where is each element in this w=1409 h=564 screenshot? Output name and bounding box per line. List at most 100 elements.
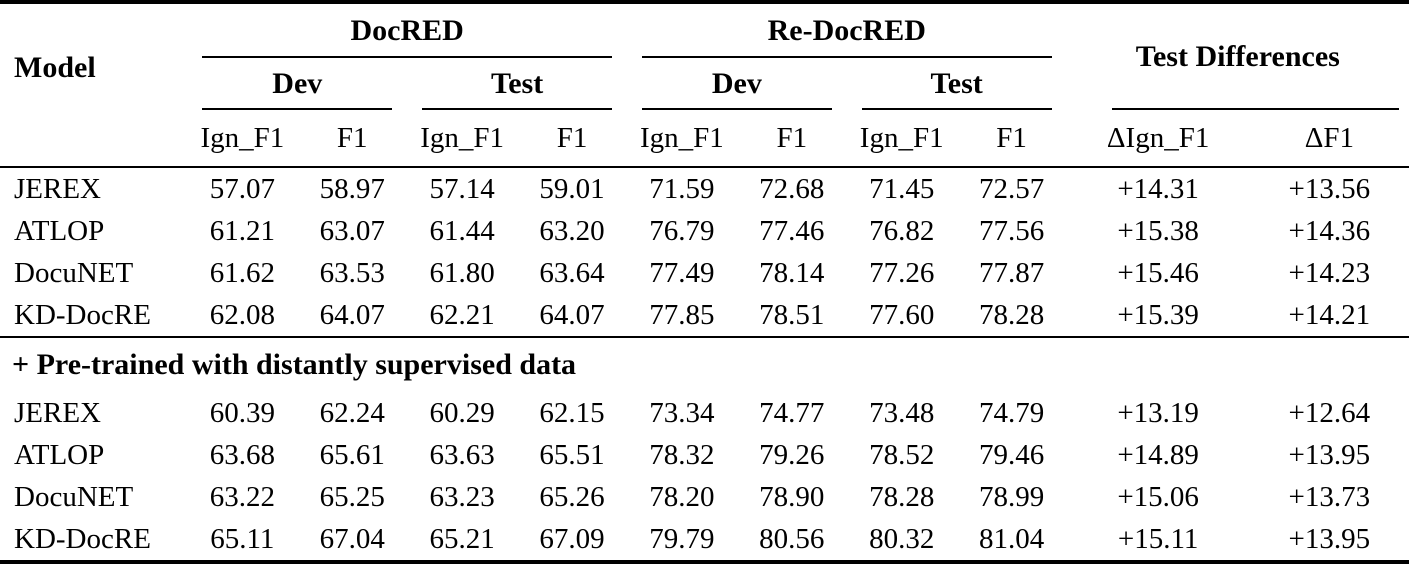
value-cell: 76.79 [649,214,715,247]
value-cell: 78.28 [956,294,1067,338]
subgroup-header-re-docred-test: Test [847,58,1067,110]
value-cell: 72.57 [978,172,1045,205]
value-cell: 62.15 [539,396,605,429]
value-cell: 63.22 [209,480,275,513]
value-cell: 78.99 [978,480,1045,513]
value-cell: 78.14 [759,256,825,289]
table-row-jerex: JEREX 57.07 58.97 57.14 59.01 71.59 72.6… [0,167,1409,210]
table-row-docunet-pretrained: DocuNET 63.22 65.25 63.23 65.26 78.20 78… [0,476,1409,518]
table-row-kd-docre-pretrained: KD-DocRE 65.11 67.04 65.21 67.09 79.79 8… [0,518,1409,562]
value-cell: 63.07 [319,214,385,247]
value-cell: +15.38 [1117,214,1199,247]
value-cell: +13.73 [1288,480,1371,513]
model-cell: ATLOP [14,438,105,471]
value-cell: 77.46 [759,214,825,247]
subgroup-header-re-docred-dev: Dev [627,58,847,110]
value-cell: 65.21 [429,522,495,555]
value-cell: 72.68 [759,172,825,205]
value-cell: 65.51 [539,438,605,471]
value-cell: 63.20 [539,214,605,247]
value-cell: 62.08 [187,294,298,338]
value-cell: 60.29 [429,396,495,429]
model-cell: KD-DocRE [0,294,188,338]
value-cell: 77.56 [978,214,1045,247]
value-cell: 61.62 [209,256,275,289]
value-cell: 65.25 [319,480,385,513]
value-cell: 67.09 [539,522,605,555]
model-cell: JEREX [14,172,101,205]
value-cell: 60.39 [209,396,275,429]
value-cell: 62.21 [407,294,518,338]
value-cell: 80.56 [759,522,825,555]
metric-header-delta-f1: ΔF1 [1249,110,1409,168]
metric-header-re-docred-test-ign-f1: Ign_F1 [846,110,957,168]
value-cell: 71.59 [649,172,715,205]
value-cell: 57.14 [429,172,495,205]
value-cell: 77.85 [626,294,737,338]
value-cell: 80.32 [869,522,935,555]
value-cell: 61.44 [429,214,495,247]
value-cell: 78.32 [649,438,715,471]
metric-header-docred-dev-ign-f1: Ign_F1 [187,110,298,168]
value-cell: 65.61 [319,438,385,471]
value-cell: +13.56 [1288,172,1371,205]
table-header: Model DocRED Re-DocRED Test Differences … [0,2,1409,168]
value-cell: 59.01 [539,172,605,205]
value-cell: 74.79 [978,396,1045,429]
value-cell: 77.87 [978,256,1045,289]
value-cell: 63.23 [429,480,495,513]
value-cell: +15.46 [1117,256,1199,289]
group-header-re-docred: Re-DocRED [627,2,1067,58]
value-cell: 77.26 [869,256,935,289]
table-body: JEREX 57.07 58.97 57.14 59.01 71.59 72.6… [0,167,1409,562]
value-cell: +14.23 [1288,256,1371,289]
value-cell: 78.51 [736,294,847,338]
value-cell: 63.63 [429,438,495,471]
metric-header-re-docred-test-f1: F1 [956,110,1067,168]
value-cell: 57.07 [209,172,275,205]
value-cell: 76.82 [869,214,935,247]
value-cell: 78.52 [869,438,935,471]
value-cell: +14.89 [1117,438,1199,471]
value-cell: 78.20 [649,480,715,513]
model-cell: ATLOP [14,214,105,247]
value-cell: 61.21 [209,214,275,247]
value-cell: 79.46 [978,438,1045,471]
value-cell: 79.26 [759,438,825,471]
value-cell: 62.24 [319,396,385,429]
table-row-jerex-pretrained: JEREX 60.39 62.24 60.29 62.15 73.34 74.7… [0,392,1409,434]
model-column-header: Model [0,2,188,168]
value-cell: 64.07 [517,294,627,338]
model-cell: JEREX [14,396,101,429]
value-cell: 77.49 [649,256,715,289]
value-cell: +13.19 [1117,396,1199,429]
value-cell: +13.95 [1288,522,1371,555]
metric-header-row: Ign_F1 F1 Ign_F1 F1 Ign_F1 F1 Ign_F1 F1 … [0,110,1409,168]
metric-header-re-docred-dev-f1: F1 [736,110,847,168]
value-cell: +13.95 [1288,438,1371,471]
value-cell: 79.79 [649,522,715,555]
value-cell: 77.60 [846,294,957,338]
value-cell: 65.26 [539,480,605,513]
value-cell: 67.04 [319,522,385,555]
value-cell: +15.06 [1117,480,1199,513]
table-row-kd-docre: KD-DocRE 62.08 64.07 62.21 64.07 77.85 7… [0,294,1409,338]
model-cell: KD-DocRE [14,522,151,555]
value-cell: +15.39 [1066,294,1250,338]
subgroup-header-docred-test: Test [407,58,627,110]
value-cell: 73.48 [869,396,935,429]
value-cell: 61.80 [429,256,495,289]
value-cell: 71.45 [869,172,935,205]
value-cell: 65.11 [210,522,275,555]
metric-header-docred-test-ign-f1: Ign_F1 [407,110,518,168]
model-cell: DocuNET [14,480,134,513]
metric-header-re-docred-dev-ign-f1: Ign_F1 [626,110,737,168]
value-cell: 81.04 [978,522,1045,555]
metric-header-docred-dev-f1: F1 [297,110,408,168]
value-cell: +14.36 [1288,214,1371,247]
value-cell: +14.31 [1117,172,1199,205]
value-cell: +12.64 [1288,396,1371,429]
model-cell: DocuNET [14,256,134,289]
section-title: + Pre-trained with distantly supervised … [12,348,577,381]
